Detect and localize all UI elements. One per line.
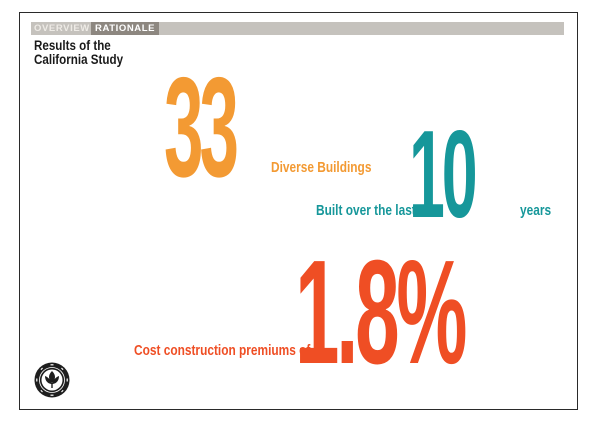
usgbc-seal-icon <box>34 362 70 398</box>
years-prefix-label: Built over the last <box>316 203 416 219</box>
buildings-label: Diverse Buildings <box>271 160 372 176</box>
section-tab-bar: OVERVIEW RATIONALE <box>31 22 564 35</box>
slide: OVERVIEW RATIONALE Results of the Califo… <box>19 12 578 410</box>
buildings-count: 33 <box>164 48 239 207</box>
slide-title-line-2: California Study <box>34 52 124 67</box>
slide-title: Results of the California Study <box>34 39 123 67</box>
years-count: 10 <box>409 106 478 244</box>
tab-rationale[interactable]: RATIONALE <box>91 22 160 35</box>
years-suffix-label: years <box>520 203 552 219</box>
tab-overview[interactable]: OVERVIEW <box>34 23 90 34</box>
premium-percentage: 1.8% <box>295 230 467 395</box>
premium-prefix-label: Cost construction premiums of <box>134 343 311 359</box>
slide-title-line-1: Results of the <box>34 38 111 53</box>
